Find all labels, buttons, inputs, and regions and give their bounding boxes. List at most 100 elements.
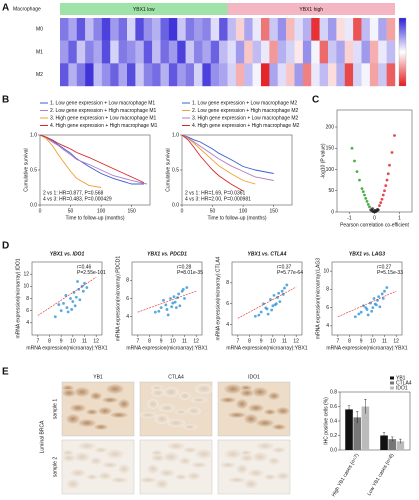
panel-letter: B <box>2 95 9 106</box>
legend-swatch <box>390 376 394 380</box>
heatmap-cell <box>227 18 237 41</box>
point <box>78 298 82 302</box>
ihc-texture <box>151 389 165 397</box>
point <box>278 300 282 304</box>
point <box>383 189 386 193</box>
legend-label: 4. High gene expression + High macrophag… <box>192 123 300 129</box>
x-tick-label: 9 <box>160 338 163 344</box>
chart-title: YBX1 vs. IDO1 <box>50 251 85 257</box>
heatmap-cell <box>344 63 354 87</box>
bar <box>388 439 396 450</box>
point <box>366 202 370 206</box>
heatmap-cell <box>286 63 295 87</box>
heatmap-cell <box>219 18 228 41</box>
x-tick-label: 50 <box>68 208 74 214</box>
x-tick-label: High YB1 cases (n=7) <box>331 452 361 497</box>
point <box>74 295 78 299</box>
point <box>64 294 68 297</box>
heatmap-cell <box>261 40 270 64</box>
ihc-texture <box>102 462 118 468</box>
x-axis-label: Pearson correlation co-efficient <box>340 222 409 228</box>
heatmap-cell <box>194 18 203 41</box>
legend-label: 2. Low gene expression + High macrophage… <box>192 108 299 114</box>
ihc-texture <box>240 389 254 397</box>
annotation: P=5.77e-64 <box>277 270 303 276</box>
point <box>378 204 381 208</box>
survival-line <box>39 134 144 185</box>
ihc-texture <box>248 404 264 412</box>
heatmap-cell <box>311 40 320 64</box>
point <box>385 286 389 289</box>
ihc-texture <box>106 384 124 394</box>
heatmap-cell <box>152 63 161 87</box>
x-tick-label: 11 <box>382 338 387 344</box>
point <box>273 303 277 307</box>
y-tick-label: 4 <box>26 320 29 326</box>
heatmap-cell <box>235 40 245 64</box>
point <box>358 178 361 182</box>
y-tick-label: 4 <box>326 323 329 329</box>
ihc-texture <box>183 447 197 453</box>
chart-title: YBX1 vs. CTLA4 <box>248 251 287 257</box>
point <box>83 281 86 285</box>
point <box>72 291 76 294</box>
y-tick-label: 0.0 <box>30 202 37 208</box>
point <box>185 286 189 289</box>
point <box>368 205 371 209</box>
point <box>153 310 157 314</box>
group-band <box>227 3 395 15</box>
bar <box>361 406 370 450</box>
heatmap-cell <box>168 40 178 64</box>
x-tick-label: 7 <box>36 338 39 344</box>
x-tick-label: 0 <box>39 208 42 214</box>
ihc-texture <box>252 452 268 462</box>
heatmap-cell <box>328 18 337 41</box>
heatmap-cell <box>328 40 337 64</box>
heatmap-cell <box>110 18 119 41</box>
heatmap-cell <box>386 63 396 87</box>
heatmap-cell <box>294 18 304 41</box>
error-bar <box>391 436 394 442</box>
legend-label: 1. Low gene expression + Low macrophage … <box>50 100 155 106</box>
ihc-texture <box>179 457 191 465</box>
ihc-texture <box>236 464 248 474</box>
heatmap-cell <box>135 18 144 41</box>
x-tick-label: 100 <box>239 208 248 214</box>
colorbar <box>398 17 407 87</box>
ihc-row-label: sample 1 <box>52 399 58 420</box>
annotation: r=0.37 <box>277 264 292 270</box>
ihc-column-label: IDO1 <box>248 374 260 380</box>
y-tick-label: 0.0 <box>330 447 337 453</box>
y-tick-label: 200 <box>326 124 335 130</box>
point <box>253 314 257 318</box>
ihc-texture <box>276 472 290 480</box>
point <box>277 291 281 295</box>
group-label: YBX1 high <box>299 7 323 13</box>
heatmap-cell <box>277 18 287 41</box>
ihc-texture <box>147 399 159 409</box>
x-axis-label: Time to follow-up (months) <box>66 215 125 221</box>
point <box>366 313 370 317</box>
point <box>259 310 263 314</box>
error-bar <box>356 411 359 424</box>
survival-line <box>181 134 274 174</box>
point <box>361 190 365 194</box>
point <box>384 184 388 188</box>
x-tick-label: Low YB1 cases (n=6) <box>366 452 395 496</box>
point <box>376 208 379 211</box>
y-tick-label: 6 <box>326 305 329 311</box>
heatmap-cell <box>68 40 77 64</box>
heatmap-cell <box>369 63 379 87</box>
annotation: r=0.46 <box>77 264 92 270</box>
ihc-texture <box>155 479 169 489</box>
x-tick-label: 7 <box>136 338 139 344</box>
y-axis-label: Cumulative survival <box>23 148 29 191</box>
ihc-texture <box>256 419 274 427</box>
ihc-texture <box>195 384 213 394</box>
ihc-texture <box>252 387 268 397</box>
point <box>172 295 176 299</box>
survival-line <box>181 134 274 181</box>
point <box>85 286 89 289</box>
heatmap-cell <box>76 63 86 87</box>
heatmap-cell <box>277 40 287 64</box>
